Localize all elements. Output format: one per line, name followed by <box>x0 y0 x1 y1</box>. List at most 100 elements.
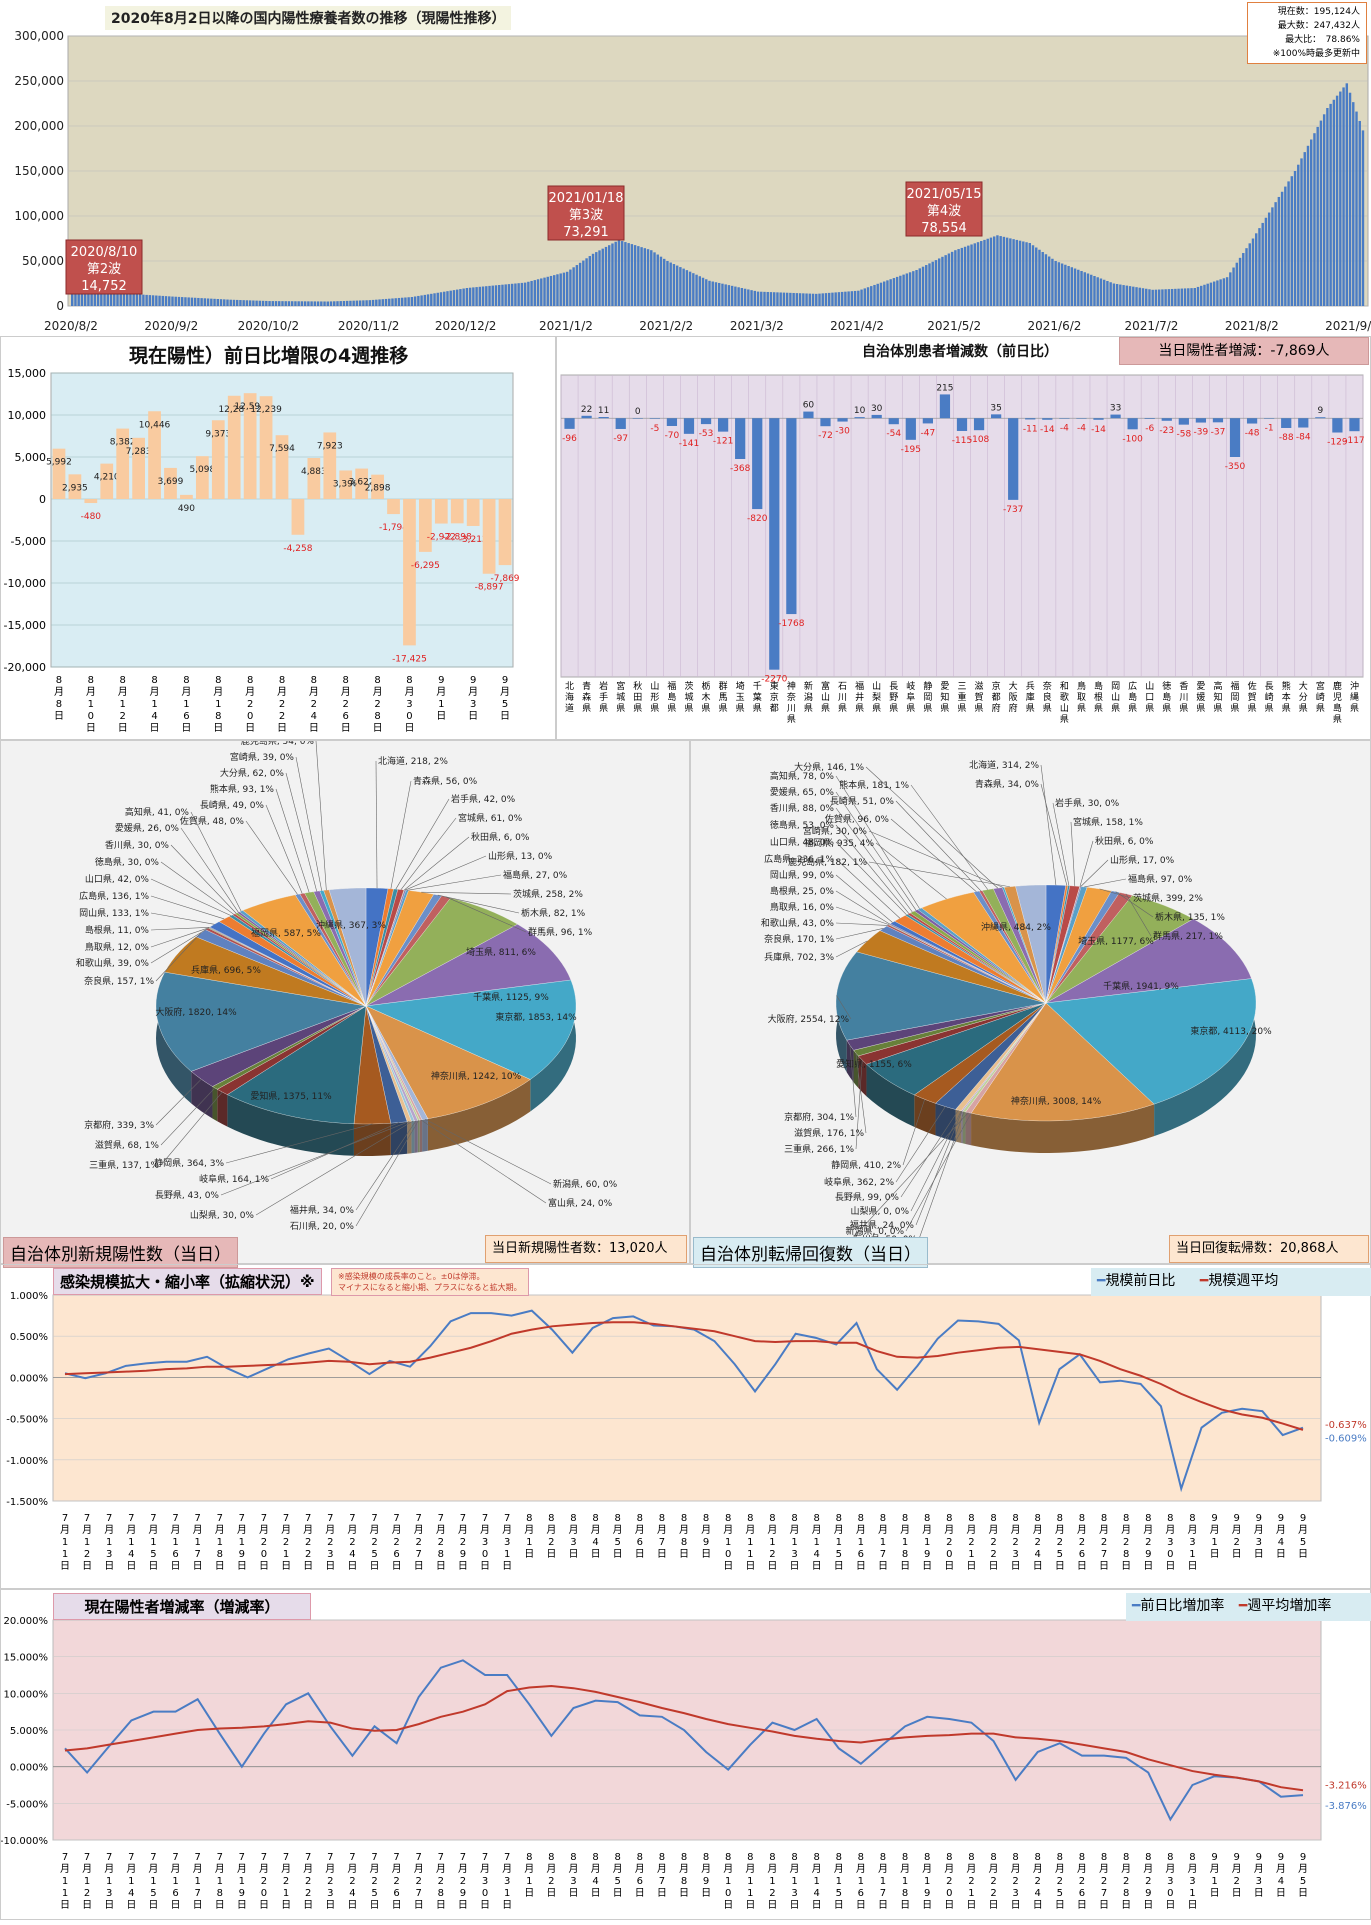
x-tick-char: 8 <box>681 1876 687 1887</box>
x-tick-label: 8 <box>659 1852 665 1863</box>
x-tick-char: 月 <box>215 1524 225 1536</box>
data-label: 33 <box>1110 404 1121 414</box>
pie-side <box>935 1103 955 1141</box>
bar <box>495 285 497 306</box>
x-tick-label: 7 <box>150 1513 156 1524</box>
x-tick-label: 8 <box>880 1513 886 1524</box>
x-tick-char: 日 <box>723 1900 733 1911</box>
bar <box>1349 418 1359 431</box>
x-tick-char: 月 <box>480 1524 490 1536</box>
x-tick-char: 道 <box>565 702 574 714</box>
x-tick-label: 7 <box>194 1852 200 1863</box>
x-tick-label: 神 <box>787 680 796 692</box>
x-tick-char: 日 <box>900 1561 910 1572</box>
x-tick-char: 7 <box>194 1549 200 1560</box>
bar <box>485 286 487 306</box>
bar <box>760 292 762 306</box>
x-tick-char: 1 <box>836 1876 842 1887</box>
data-label: -820 <box>747 514 768 524</box>
x-tick-label: 8 <box>703 1852 709 1863</box>
pie-label: 岩手県, 42, 0% <box>451 793 516 805</box>
x-tick-label: 8 <box>637 1513 643 1524</box>
bar <box>74 294 76 306</box>
pie-side <box>212 1087 217 1122</box>
bar <box>909 272 911 306</box>
x-tick-char: 月 <box>1187 1863 1197 1875</box>
x-tick-label: 福 <box>667 680 676 692</box>
x-tick-char: 日 <box>1187 1561 1197 1572</box>
leader-line <box>401 818 456 890</box>
x-tick-char: 日 <box>1143 1900 1153 1911</box>
x-tick-char: 5 <box>1300 1876 1306 1887</box>
x-tick-char: 月 <box>281 1524 291 1536</box>
bar <box>621 241 623 306</box>
bar <box>165 296 167 306</box>
bar <box>1194 288 1196 306</box>
bar <box>1313 133 1315 306</box>
x-tick-char: 1 <box>438 699 444 710</box>
y-tick-label: -1.500% <box>6 1497 48 1508</box>
x-tick-char: 1 <box>217 1537 223 1548</box>
x-tick-label: 8 <box>279 675 285 686</box>
x-tick-char: 県 <box>787 714 796 725</box>
x-tick-label: 東 <box>770 680 779 692</box>
bar <box>152 295 154 306</box>
bar <box>84 499 97 503</box>
x-tick-char: 日 <box>392 1561 402 1572</box>
bar <box>1203 285 1205 306</box>
bar <box>71 294 73 306</box>
bar <box>967 246 969 306</box>
bar <box>1058 262 1060 306</box>
x-tick-char: 9 <box>239 1549 245 1560</box>
bar <box>1346 83 1348 306</box>
x-tick-label: 7 <box>416 1852 422 1863</box>
bar <box>1145 418 1155 419</box>
bar <box>508 284 510 306</box>
x-tick-char: 県 <box>650 703 659 714</box>
x-tick-char: 0 <box>261 1888 267 1899</box>
leader-line <box>1053 803 1069 886</box>
bar <box>391 298 393 306</box>
bar <box>660 257 662 306</box>
x-tick-label: 8 <box>902 1852 908 1863</box>
bar <box>547 277 549 306</box>
bar <box>1298 418 1308 427</box>
data-label: 7,923 <box>317 441 343 451</box>
x-tick-char: 2 <box>416 1537 422 1548</box>
x-tick-char: 4 <box>349 1549 355 1560</box>
pref-change-chart: -96北海道22青森県11岩手県-97宮城県0秋田県-5山形県-70福島県-14… <box>557 337 1371 741</box>
bar <box>210 299 212 306</box>
x-tick-label: 8 <box>968 1513 974 1524</box>
x-tick-char: 0 <box>1167 1549 1173 1560</box>
bar <box>285 301 287 306</box>
x-tick-label: 長 <box>1265 681 1274 692</box>
x-tick-char: 月 <box>679 1524 689 1536</box>
x-tick-char: 月 <box>1121 1863 1131 1875</box>
x-tick-char: 1 <box>747 1888 753 1899</box>
x-tick-char: 日 <box>347 1561 357 1572</box>
national-info-box: 現在数：195,124人 最大数：247,432人 最大比： 78.86% ※1… <box>1247 2 1367 64</box>
y-tick-label: 0.000% <box>10 1763 48 1774</box>
x-tick-label: 7 <box>84 1852 90 1863</box>
x-tick-label: 8 <box>747 1513 753 1524</box>
x-tick-char: 日 <box>568 1888 578 1899</box>
x-tick-char: 2 <box>1233 1537 1239 1548</box>
x-tick-label: 8 <box>1189 1513 1195 1524</box>
x-tick-label: 7 <box>283 1852 289 1863</box>
x-tick-label: 8 <box>990 1852 996 1863</box>
bar <box>196 456 209 499</box>
x-tick-char: 日 <box>1232 1549 1242 1560</box>
x-tick-char: 1 <box>902 1537 908 1548</box>
x-tick-label: 8 <box>681 1852 687 1863</box>
bar <box>896 277 898 306</box>
bar <box>957 249 959 306</box>
x-tick-char: 日 <box>701 1549 711 1560</box>
wave-annotation-name: 第2波 <box>87 262 121 277</box>
x-tick-label: 8 <box>769 1513 775 1524</box>
x-tick-label: 8 <box>1079 1852 1085 1863</box>
x-tick-label: 8 <box>570 1513 576 1524</box>
x-tick-char: 0 <box>482 1888 488 1899</box>
leader-line <box>911 785 988 890</box>
bar <box>482 287 484 307</box>
x-tick-char: 月 <box>392 1863 402 1875</box>
